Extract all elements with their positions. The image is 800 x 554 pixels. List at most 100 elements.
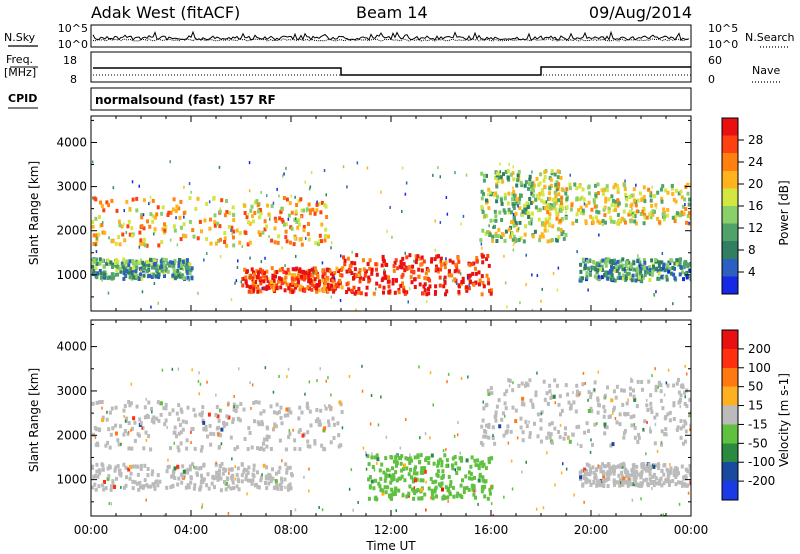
echo-cell [251, 383, 254, 387]
echo-cell [673, 219, 677, 224]
echo-cell [114, 261, 117, 265]
noise-right-tick-top: 10^5 [708, 22, 738, 35]
echo-cell [326, 278, 329, 283]
echo-cell [665, 467, 669, 472]
echo-cell [581, 257, 585, 262]
echo-cell [537, 183, 541, 188]
echo-cell [460, 377, 463, 380]
echo-cell [494, 418, 498, 423]
echo-cell [219, 207, 221, 211]
echo-cell [355, 253, 359, 258]
echo-cell [177, 263, 181, 268]
echo-cell [629, 219, 633, 224]
echo-cell [143, 265, 147, 270]
echo-cell [416, 254, 420, 259]
echo-cell [329, 286, 333, 291]
echo-cell [616, 221, 620, 226]
echo-cell [120, 224, 124, 229]
echo-cell [194, 206, 198, 211]
echo-cell [246, 478, 250, 483]
echo-cell [248, 161, 251, 165]
echo-cell [594, 183, 597, 188]
echo-cell [633, 214, 637, 219]
echo-cell [167, 458, 169, 462]
echo-cell [93, 482, 97, 487]
echo-cell [199, 448, 203, 453]
echo-cell [280, 267, 284, 271]
echo-cell [140, 213, 143, 217]
echo-cell [613, 182, 617, 187]
echo-cell [290, 194, 292, 198]
echo-cell [373, 496, 377, 501]
echo-cell [141, 425, 145, 430]
echo-cell [675, 469, 679, 474]
echo-cell [177, 206, 181, 211]
echo-cell [675, 258, 679, 263]
echo-cell [413, 277, 417, 282]
echo-cell [565, 205, 569, 210]
echo-cell [614, 199, 618, 204]
echo-cell [160, 257, 163, 261]
echo-cell [580, 195, 584, 200]
echo-cell [629, 203, 633, 208]
echo-cell [265, 486, 269, 490]
echo-cell [246, 470, 250, 475]
echo-cell [131, 486, 135, 491]
echo-cell [198, 392, 200, 396]
echo-cell [253, 419, 256, 424]
echo-cell [423, 469, 427, 474]
echo-cell [286, 465, 290, 470]
echo-cell [400, 474, 404, 479]
echo-cell [520, 402, 524, 407]
echo-cell [142, 273, 146, 278]
echo-cell [672, 417, 676, 421]
echo-cell [337, 433, 341, 438]
echo-cell [399, 261, 403, 265]
echo-cell [543, 184, 547, 189]
echo-cell [453, 269, 457, 274]
echo-cell [213, 223, 217, 228]
echo-cell [490, 502, 493, 506]
echo-cell [283, 280, 287, 285]
echo-cell [112, 275, 116, 280]
echo-cell [480, 424, 484, 429]
echo-cell [379, 476, 383, 481]
echo-cell [308, 208, 312, 213]
x-tick-label: 00:00 [74, 523, 109, 537]
echo-cell [658, 220, 662, 225]
echo-cell [101, 467, 105, 472]
echo-cell [493, 209, 497, 214]
echo-cell [578, 278, 582, 283]
echo-cell [388, 473, 391, 477]
echo-cell [218, 165, 221, 169]
echo-cell [105, 417, 109, 422]
echo-cell [502, 172, 505, 177]
echo-cell [93, 196, 97, 201]
echo-cell [278, 216, 282, 221]
echo-cell [627, 212, 631, 217]
echo-cell [230, 229, 232, 232]
echo-cell [591, 465, 595, 470]
echo-cell [257, 215, 261, 220]
echo-cell [623, 183, 627, 188]
echo-cell [646, 481, 650, 486]
echo-cell [448, 269, 451, 274]
echo-cell [288, 201, 292, 206]
echo-cell [480, 205, 484, 209]
echo-cell [490, 288, 493, 293]
echo-cell [392, 268, 396, 273]
echo-cell [262, 409, 266, 414]
echo-cell [196, 196, 200, 201]
echo-cell [562, 436, 566, 441]
echo-cell [164, 258, 168, 263]
echo-cell [240, 473, 244, 478]
echo-cell [597, 464, 599, 468]
echo-cell [493, 219, 495, 223]
echo-cell [684, 271, 687, 276]
echo-cell [99, 200, 103, 205]
echo-cell [339, 443, 343, 448]
echo-cell [358, 272, 362, 277]
echo-cell [611, 442, 615, 447]
echo-cell [504, 229, 508, 234]
echo-cell [304, 270, 308, 275]
